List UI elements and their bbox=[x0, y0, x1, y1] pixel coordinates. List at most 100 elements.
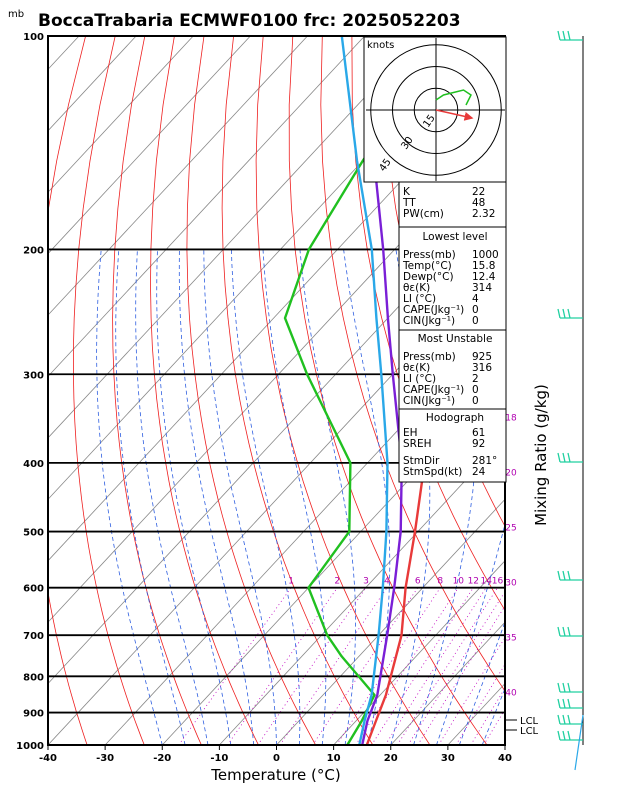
wind-barbs bbox=[557, 30, 584, 771]
isotherm-line bbox=[48, 36, 194, 193]
x-tick-label: -20 bbox=[153, 753, 171, 764]
hodo-row-value: 281° bbox=[472, 455, 497, 467]
wind-barb-flag bbox=[562, 30, 566, 41]
moist-adiabat bbox=[262, 249, 327, 745]
unstable-row-value: 925 bbox=[472, 351, 492, 363]
surface-wind-line bbox=[574, 714, 584, 771]
x-tick-label: -10 bbox=[210, 753, 228, 764]
wind-barb-flag bbox=[557, 570, 561, 581]
dry-adiabat bbox=[221, 36, 374, 745]
y-tick-label: 1000 bbox=[16, 741, 44, 752]
index-value: 48 bbox=[472, 197, 485, 209]
mixing-ratio-label: 20 bbox=[505, 469, 517, 479]
moist-adiabat bbox=[203, 249, 277, 745]
moist-adiabat bbox=[390, 249, 431, 745]
mixing-ratio-label: 14 bbox=[480, 577, 492, 587]
unstable-row-label: LI (°C) bbox=[403, 373, 436, 385]
hodo-row-label: StmSpd(kt) bbox=[403, 466, 462, 478]
dry-adiabat bbox=[150, 36, 259, 745]
wind-barb-flag bbox=[567, 570, 571, 581]
mixing-ratio-label: 10 bbox=[453, 577, 465, 587]
dry-adiabat bbox=[112, 36, 202, 745]
isotherm-line bbox=[504, 744, 505, 745]
wind-barb-flag bbox=[562, 570, 566, 581]
unstable-header: Most Unstable bbox=[418, 333, 493, 345]
unstable-row-value: 0 bbox=[472, 384, 479, 396]
x-tick-label: 0 bbox=[273, 753, 280, 764]
moist-adiabat bbox=[156, 249, 232, 745]
unstable-row-label: CAPE(Jkg⁻¹) bbox=[403, 384, 464, 396]
wind-barb-flag bbox=[557, 682, 561, 693]
unstable-row-label: CIN(Jkg⁻¹) bbox=[403, 395, 455, 407]
dry-adiabat bbox=[48, 36, 88, 745]
mixing-ratio-line bbox=[227, 587, 338, 745]
wind-barb-flag bbox=[557, 714, 561, 725]
lowest-row-value: 4 bbox=[472, 293, 479, 305]
lowest-row-label: Press(mb) bbox=[403, 249, 456, 261]
hodo-row-label: EH bbox=[403, 427, 418, 439]
mixing-ratio-label: 25 bbox=[505, 524, 516, 534]
lowest-row-value: 0 bbox=[472, 304, 479, 316]
mixing-ratio-label: 12 bbox=[468, 577, 479, 587]
hodo-row-label: StmDir bbox=[403, 455, 440, 467]
y-tick-label: 200 bbox=[23, 245, 44, 256]
unstable-row-value: 2 bbox=[472, 373, 479, 385]
x-tick-label: 20 bbox=[384, 753, 398, 764]
x-tick-label: 40 bbox=[498, 753, 512, 764]
dry-adiabat bbox=[559, 36, 618, 745]
wind-barb-flag bbox=[567, 714, 571, 725]
index-value: 22 bbox=[472, 186, 485, 198]
wind-barb-flag bbox=[557, 730, 561, 741]
wind-barb-flag bbox=[557, 308, 561, 319]
dry-adiabat bbox=[73, 36, 145, 745]
pressure-unit: mb bbox=[8, 9, 24, 20]
hodograph-unit: knots bbox=[367, 40, 394, 51]
lowest-row-label: θε(K) bbox=[403, 282, 430, 294]
wind-barb-flag bbox=[567, 308, 571, 319]
y-tick-label: 100 bbox=[23, 32, 44, 43]
chart-title: BoccaTrabaria ECMWF0100 frc: 2025052203 bbox=[38, 11, 461, 31]
dry-adiabat bbox=[589, 36, 618, 745]
mixing-ratio-label: 35 bbox=[505, 634, 516, 644]
isotherm-line bbox=[390, 621, 505, 745]
y-tick-label: 500 bbox=[23, 528, 44, 539]
wind-barb-flag bbox=[562, 626, 566, 637]
wind-barb-flag bbox=[557, 626, 561, 637]
lowest-row-label: CIN(Jkg⁻¹) bbox=[403, 315, 455, 327]
dry-adiabat bbox=[320, 36, 505, 692]
mixing-ratio-label: 16 bbox=[492, 577, 504, 587]
lowest-row-value: 15.8 bbox=[472, 260, 495, 272]
mixing-ratio-label: 40 bbox=[505, 689, 517, 699]
mixing-ratio-line bbox=[483, 708, 505, 745]
y-axis-ticks: 1000 900 800 700 600 500 400 300 200 100 bbox=[16, 32, 44, 752]
moist-adiabat bbox=[178, 249, 255, 745]
lowest-row-value: 314 bbox=[472, 282, 492, 294]
mixing-ratio-label: 4 bbox=[384, 577, 390, 587]
wind-barb-flag bbox=[562, 682, 566, 693]
wind-barb-flag bbox=[567, 698, 571, 709]
mixing-ratio-label: 18 bbox=[505, 414, 517, 424]
y-tick-label: 300 bbox=[23, 370, 44, 381]
mixing-ratio-line bbox=[417, 605, 505, 745]
index-label: TT bbox=[402, 197, 416, 209]
mixing-ratio-label: 30 bbox=[505, 579, 517, 589]
unstable-row-label: θε(K) bbox=[403, 362, 430, 374]
dry-adiabat bbox=[351, 36, 505, 612]
x-axis-ticks: -40 -30 -20 -10 0 10 20 30 40 bbox=[39, 745, 512, 764]
wind-barb-flag bbox=[557, 452, 561, 463]
storm-motion-vector bbox=[435, 109, 474, 121]
x-axis-label: Temperature (°C) bbox=[210, 766, 340, 784]
moist-adiabat bbox=[231, 249, 301, 745]
unstable-row-value: 0 bbox=[472, 395, 479, 407]
moist-adiabat bbox=[96, 249, 163, 745]
lowest-row-label: Dewp(°C) bbox=[403, 271, 454, 283]
isotherm-line bbox=[333, 560, 505, 745]
stats-table: K 22 TT 48 PW(cm) 2.32 Lowest level Press(mb) 10… bbox=[398, 181, 507, 483]
wind-barb-flag bbox=[562, 452, 566, 463]
x-tick-label: -40 bbox=[39, 753, 57, 764]
parcel_a-line bbox=[361, 36, 403, 745]
mixing-ratio-label: 6 bbox=[415, 577, 421, 587]
dry-adiabat bbox=[255, 36, 431, 745]
